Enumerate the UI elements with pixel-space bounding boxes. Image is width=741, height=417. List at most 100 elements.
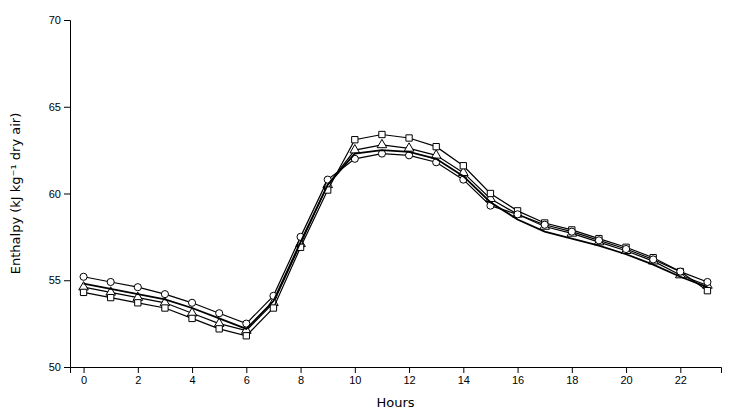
y-tick: 70 xyxy=(49,14,70,26)
series-marker xyxy=(377,139,387,147)
y-axis: 50 55 60 65 70 xyxy=(49,14,71,373)
series-marker xyxy=(487,190,493,196)
x-tick: 4 xyxy=(190,367,196,386)
series xyxy=(79,139,712,333)
x-tick: 14 xyxy=(458,367,470,386)
series-layer xyxy=(79,131,712,339)
x-tick: 10 xyxy=(349,367,361,386)
x-axis-title: Hours xyxy=(376,395,414,410)
series-marker xyxy=(188,299,195,306)
x-tick-label: 8 xyxy=(298,374,304,386)
chart-svg: 0 2 4 6 8 10 12 14 16 18 20 22 50 55 60 65 70 Hours Enthal… xyxy=(0,0,741,417)
x-tick-mark xyxy=(680,367,681,373)
series-marker xyxy=(270,305,276,311)
series-marker xyxy=(108,294,114,300)
x-tick-label: 14 xyxy=(458,374,470,386)
y-tick-label: 50 xyxy=(49,361,61,373)
x-tick-mark xyxy=(518,367,519,373)
x-axis-line xyxy=(71,368,722,374)
x-tick: 2 xyxy=(135,367,141,386)
y-tick: 65 xyxy=(49,101,70,113)
x-tick-mark xyxy=(409,367,410,373)
x-tick: 6 xyxy=(244,367,250,386)
series-line xyxy=(84,135,708,336)
y-tick: 60 xyxy=(49,188,70,200)
y-tick-mark xyxy=(64,280,70,281)
y-tick-label: 70 xyxy=(49,14,61,26)
series xyxy=(80,150,711,327)
series-marker xyxy=(107,278,114,285)
x-tick: 18 xyxy=(566,367,578,386)
x-tick: 8 xyxy=(298,367,304,386)
x-tick-label: 0 xyxy=(81,374,87,386)
series-marker xyxy=(677,268,684,275)
x-tick-label: 10 xyxy=(349,374,361,386)
series-marker xyxy=(594,237,604,245)
series-marker xyxy=(406,135,412,141)
series-marker xyxy=(135,300,141,306)
x-tick: 0 xyxy=(81,367,87,386)
series-marker xyxy=(677,268,683,274)
y-axis-title: Enthalpy (kJ kg⁻¹ dry air) xyxy=(8,113,23,274)
series-marker xyxy=(162,305,168,311)
series-line xyxy=(84,150,708,329)
x-tick-label: 22 xyxy=(675,374,687,386)
x-tick-label: 2 xyxy=(135,374,141,386)
x-tick-label: 16 xyxy=(512,374,524,386)
y-tick-label: 60 xyxy=(49,188,61,200)
series-marker xyxy=(189,315,195,321)
series xyxy=(84,150,708,329)
x-tick: 12 xyxy=(403,367,415,386)
series-marker xyxy=(568,228,575,235)
y-tick-mark xyxy=(64,194,70,195)
x-tick-label: 12 xyxy=(403,374,415,386)
x-tick-mark xyxy=(301,367,302,373)
series-marker xyxy=(404,143,414,151)
x-tick-label: 20 xyxy=(620,374,632,386)
y-tick: 55 xyxy=(49,274,70,286)
x-tick: 16 xyxy=(512,367,524,386)
series-marker xyxy=(704,287,710,293)
series-marker xyxy=(567,228,577,236)
x-tick-mark xyxy=(626,367,627,373)
series-line xyxy=(84,145,708,331)
x-tick-mark xyxy=(572,367,573,373)
x-tick-mark xyxy=(246,367,247,373)
x-tick: 20 xyxy=(620,367,632,386)
x-tick-mark xyxy=(355,367,356,373)
series-marker xyxy=(622,245,629,252)
series-marker xyxy=(541,221,548,228)
series-marker xyxy=(216,310,223,317)
series-marker xyxy=(161,291,168,298)
series-marker xyxy=(540,221,550,229)
plot-area: 0 2 4 6 8 10 12 14 16 18 20 22 50 55 60 65 70 xyxy=(49,14,722,386)
series-marker xyxy=(514,211,521,218)
series-marker xyxy=(433,143,439,149)
series-marker xyxy=(704,278,711,285)
series-marker xyxy=(80,273,87,280)
x-tick-label: 18 xyxy=(566,374,578,386)
chart-container: 0 2 4 6 8 10 12 14 16 18 20 22 50 55 60 65 70 Hours Enthal… xyxy=(0,0,741,417)
x-axis: 0 2 4 6 8 10 12 14 16 18 20 22 xyxy=(71,367,722,386)
y-tick-mark xyxy=(64,367,70,368)
series-marker xyxy=(431,150,441,158)
series-marker xyxy=(216,326,222,332)
series-marker xyxy=(243,333,249,339)
series xyxy=(80,131,710,339)
x-tick-label: 6 xyxy=(244,374,250,386)
x-tick-mark xyxy=(138,367,139,373)
x-tick-mark xyxy=(84,367,85,373)
series-marker xyxy=(79,282,89,290)
series-marker xyxy=(650,256,657,263)
series-line xyxy=(84,154,708,324)
y-tick: 50 xyxy=(49,361,70,373)
series-marker xyxy=(460,163,466,169)
y-tick-label: 65 xyxy=(49,101,61,113)
series-marker xyxy=(352,137,358,143)
series-marker xyxy=(134,284,141,291)
series-marker xyxy=(80,289,86,295)
y-axis-line xyxy=(64,21,71,368)
series-marker xyxy=(595,237,602,244)
series-marker xyxy=(379,131,385,137)
x-tick-label: 4 xyxy=(190,374,196,386)
